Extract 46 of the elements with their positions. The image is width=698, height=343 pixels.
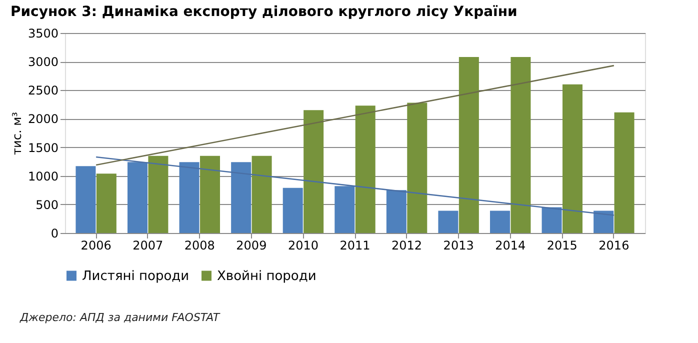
bar <box>96 174 116 233</box>
bar <box>304 110 324 233</box>
bar <box>407 102 428 233</box>
bar <box>334 186 355 233</box>
x-tick-label: 2010 <box>288 238 318 252</box>
chart-title: Рисунок 3: Динаміка експорту ділового круглого лісу України <box>10 4 518 20</box>
bar <box>252 156 272 233</box>
bar <box>438 210 458 233</box>
x-tick-label: 2008 <box>184 238 215 252</box>
bar <box>179 162 200 233</box>
bar <box>200 156 220 233</box>
bar <box>458 57 479 233</box>
y-tick-label: 2500 <box>28 84 58 98</box>
bar <box>542 207 562 233</box>
y-tick-label: 1500 <box>28 140 58 155</box>
bar <box>128 162 148 233</box>
y-tick-label: 2000 <box>28 112 58 126</box>
x-tick-label: 2014 <box>495 238 526 252</box>
y-tick-label: 500 <box>36 198 58 212</box>
bar <box>490 210 510 233</box>
legend-label: Листяні породи <box>82 268 190 284</box>
x-tick-label: 2009 <box>236 238 267 252</box>
x-tick-label: 2012 <box>392 238 422 252</box>
y-tick-label: 0 <box>50 226 58 240</box>
y-axis-title: тис. м³ <box>10 112 24 155</box>
x-tick-label: 2007 <box>132 238 164 252</box>
x-tick-label: 2006 <box>80 238 112 252</box>
x-tick-label: 2016 <box>598 238 630 252</box>
bar <box>510 57 531 233</box>
bar <box>594 210 614 233</box>
bar <box>386 190 406 233</box>
x-tick-label: 2015 <box>546 238 578 252</box>
bar <box>76 166 96 233</box>
y-tick-label: 3500 <box>28 26 58 40</box>
bar <box>231 162 252 233</box>
x-tick-label: 2011 <box>340 238 370 252</box>
legend-label: Хвойні породи <box>217 268 316 284</box>
bar <box>562 84 582 233</box>
y-tick-label: 3000 <box>28 55 58 70</box>
y-tick-label: 1000 <box>28 169 58 184</box>
bar <box>148 156 168 233</box>
bar <box>282 188 303 233</box>
x-tick-label: 2013 <box>443 238 474 252</box>
text: Джерело: АПД за даними FAOSTAT <box>19 311 221 324</box>
bar <box>355 106 376 233</box>
bar <box>614 112 634 233</box>
